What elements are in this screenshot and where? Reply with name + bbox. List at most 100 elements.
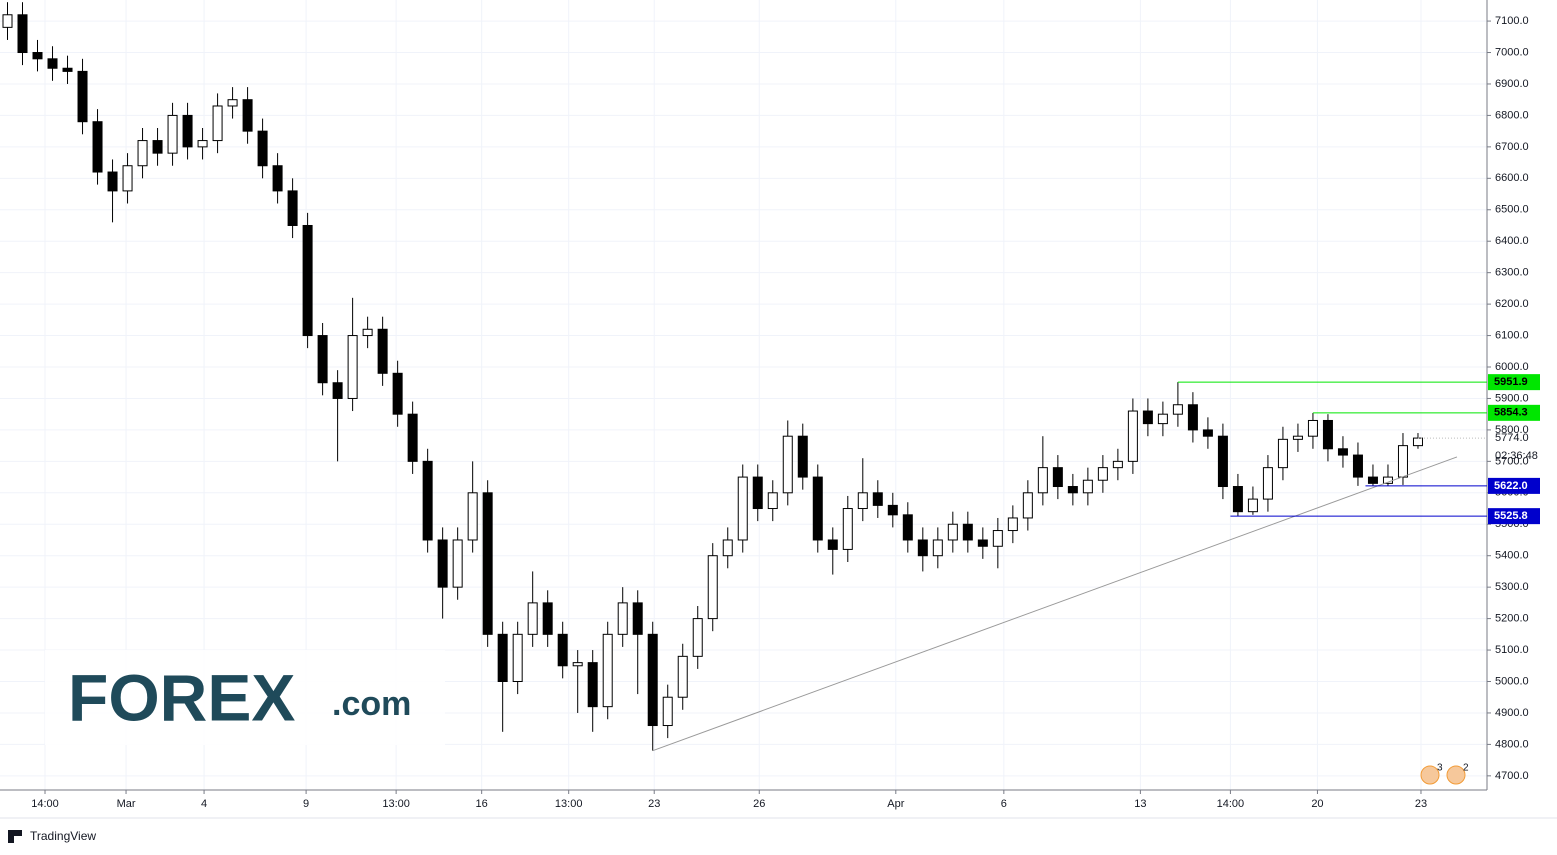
- candle-body: [1022, 492, 1033, 519]
- candle-body: [347, 335, 358, 399]
- candle-body: [107, 171, 118, 192]
- logo: FOREX: [68, 660, 295, 734]
- candle-body: [227, 99, 238, 107]
- candle-body: [1127, 410, 1138, 462]
- y-tick-label: 6300.0: [1495, 267, 1529, 279]
- level-tag: [1488, 508, 1540, 525]
- candle-body: [1052, 467, 1063, 488]
- x-tick-label: Apr: [887, 798, 904, 810]
- x-tick-label: 23: [1415, 798, 1427, 810]
- candle-body: [797, 435, 808, 478]
- candle-body: [662, 696, 673, 727]
- candle-body: [1232, 486, 1243, 513]
- event-badge-count: 2: [1463, 763, 1469, 774]
- candle-body: [842, 508, 853, 550]
- candle-body: [572, 662, 583, 667]
- tv-icon: [8, 830, 22, 843]
- last-price-label: 5774.0: [1495, 432, 1529, 444]
- x-tick-label: 16: [476, 798, 488, 810]
- candle-body: [17, 14, 28, 54]
- y-tick-label: 5700.0: [1495, 455, 1529, 467]
- event-badge: [1446, 765, 1466, 785]
- candle-body: [272, 165, 283, 192]
- candle-body: [122, 165, 133, 192]
- candle-body: [707, 555, 718, 620]
- candle-body: [437, 539, 448, 588]
- y-tick-label: 6000.0: [1495, 361, 1529, 373]
- candle-body: [512, 633, 523, 683]
- candle-body: [137, 140, 148, 167]
- candle-body: [632, 602, 643, 635]
- candle-body: [722, 539, 733, 557]
- candle-body: [392, 372, 403, 415]
- y-tick-label: 6600.0: [1495, 172, 1529, 184]
- candle-body: [92, 121, 103, 173]
- candle-body: [77, 70, 88, 123]
- candle-body: [1322, 419, 1333, 450]
- candle-body: [152, 140, 163, 154]
- y-tick-label: 6700.0: [1495, 141, 1529, 153]
- candle-body: [362, 328, 373, 337]
- candle-body: [1037, 467, 1048, 494]
- candle-body: [317, 335, 328, 384]
- candle-body: [182, 114, 193, 148]
- candle-body: [887, 504, 898, 516]
- y-tick-label: 5300.0: [1495, 581, 1529, 593]
- candle-body: [497, 633, 508, 683]
- x-tick-label: 6: [1001, 798, 1007, 810]
- level-tag: [1488, 374, 1540, 391]
- candle-body: [1217, 435, 1228, 488]
- y-tick-label: 5400.0: [1495, 550, 1529, 562]
- level-label: 5525.8: [1494, 510, 1528, 522]
- x-tick-label: 14:00: [31, 798, 59, 810]
- candle-body: [332, 382, 343, 399]
- candle-body: [857, 492, 868, 510]
- candle-body: [527, 602, 538, 635]
- y-tick-label: 6900.0: [1495, 78, 1529, 90]
- candle-body: [587, 662, 598, 708]
- level-label: 5951.9: [1494, 376, 1528, 388]
- candle-body: [752, 476, 763, 510]
- x-tick-label: 13:00: [555, 798, 583, 810]
- candle-body: [962, 523, 973, 541]
- candle-body: [1292, 435, 1303, 440]
- y-tick-label: 5100.0: [1495, 644, 1529, 656]
- candle-body: [1277, 438, 1288, 469]
- candle-body: [977, 539, 988, 547]
- footer-brand: TradingView: [30, 829, 96, 843]
- x-tick-label: 14:00: [1217, 798, 1245, 810]
- candle-body: [767, 492, 778, 510]
- y-tick-label: 5900.0: [1495, 392, 1529, 404]
- y-tick-label: 4700.0: [1495, 770, 1529, 782]
- x-tick-label: 4: [201, 798, 207, 810]
- candle-body: [872, 492, 883, 506]
- candle-body: [1307, 419, 1318, 437]
- candle-body: [1067, 486, 1078, 494]
- x-tick-label: Mar: [117, 798, 136, 810]
- y-tick-label: 7000.0: [1495, 46, 1529, 58]
- candle-body: [1202, 429, 1213, 437]
- candle-body: [1247, 498, 1258, 513]
- candle-body: [1172, 404, 1183, 415]
- candle-body: [197, 140, 208, 148]
- candle-body: [1007, 517, 1018, 532]
- candle-body: [1187, 404, 1198, 431]
- candle-body: [467, 492, 478, 541]
- x-tick-label: 23: [648, 798, 660, 810]
- y-tick-label: 6200.0: [1495, 298, 1529, 310]
- x-tick-label: 26: [753, 798, 765, 810]
- level-tag: [1488, 477, 1540, 494]
- candle-body: [692, 618, 703, 657]
- candle-body: [917, 539, 928, 557]
- candle-body: [1262, 467, 1273, 500]
- candle-body: [1097, 467, 1108, 481]
- candle-body: [47, 58, 58, 69]
- candle-body: [1397, 445, 1408, 478]
- candle-body: [617, 602, 628, 635]
- candle-body: [212, 105, 223, 142]
- y-tick-label: 6400.0: [1495, 235, 1529, 247]
- level-label: 5622.0: [1494, 480, 1528, 492]
- candle-body: [407, 413, 418, 462]
- y-tick-label: 6800.0: [1495, 109, 1529, 121]
